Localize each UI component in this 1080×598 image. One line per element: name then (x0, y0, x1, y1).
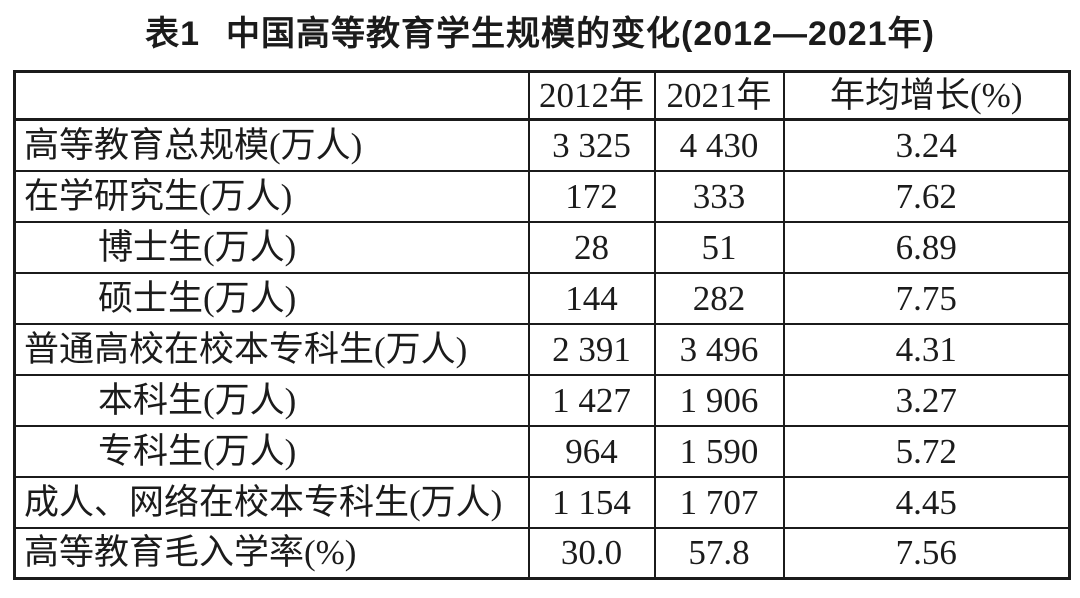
value-growth: 4.31 (782, 322, 1071, 376)
value-2012: 172 (527, 169, 656, 223)
table-caption: 表1 中国高等教育学生规模的变化(2012—2021年) (0, 6, 1080, 55)
header-empty-cell (13, 70, 530, 121)
value-2021: 4 430 (653, 118, 785, 172)
value-2012: 964 (527, 424, 656, 478)
row-label: 高等教育总规模(万人) (13, 118, 530, 172)
value-2021: 3 496 (653, 322, 785, 376)
table-row-doctoral: 博士生(万人) 28 51 6.89 (13, 220, 1071, 274)
row-label: 高等教育毛入学率(%) (13, 526, 530, 580)
table-row-adult-online: 成人、网络在校本专科生(万人) 1 154 1 707 4.45 (13, 475, 1071, 529)
table-row-undergraduates: 本科生(万人) 1 427 1 906 3.27 (13, 373, 1071, 427)
table-row-total-scale: 高等教育总规模(万人) 3 325 4 430 3.24 (13, 118, 1071, 172)
value-2021: 333 (653, 169, 785, 223)
value-growth: 6.89 (782, 220, 1071, 274)
value-2021: 1 590 (653, 424, 785, 478)
value-2021: 1 707 (653, 475, 785, 529)
table-caption-title: 中国高等教育学生规模的变化(2012—2021年) (226, 15, 935, 53)
value-2012: 2 391 (527, 322, 656, 376)
value-2021: 57.8 (653, 526, 785, 580)
table-row-gross-enrollment-rate: 高等教育毛入学率(%) 30.0 57.8 7.56 (13, 526, 1071, 580)
header-2021: 2021年 (653, 70, 785, 121)
value-growth: 7.75 (782, 271, 1071, 325)
value-growth: 4.45 (782, 475, 1071, 529)
value-growth: 7.62 (782, 169, 1071, 223)
value-growth: 3.24 (782, 118, 1071, 172)
row-label: 成人、网络在校本专科生(万人) (13, 475, 530, 529)
education-scale-table: 2012年 2021年 年均增长(%) 高等教育总规模(万人) 3 325 4 … (13, 70, 1071, 580)
value-2012: 3 325 (527, 118, 656, 172)
header-annual-growth: 年均增长(%) (782, 70, 1071, 121)
value-2021: 51 (653, 220, 785, 274)
value-2012: 28 (527, 220, 656, 274)
value-growth: 5.72 (782, 424, 1071, 478)
row-label: 专科生(万人) (13, 424, 530, 478)
value-2012: 144 (527, 271, 656, 325)
value-2012: 1 154 (527, 475, 656, 529)
row-label: 博士生(万人) (13, 220, 530, 274)
row-label: 普通高校在校本专科生(万人) (13, 322, 530, 376)
table-row-regular-undergrad-vocational: 普通高校在校本专科生(万人) 2 391 3 496 4.31 (13, 322, 1071, 376)
value-2012: 1 427 (527, 373, 656, 427)
table-row-masters: 硕士生(万人) 144 282 7.75 (13, 271, 1071, 325)
table-row-postgraduates: 在学研究生(万人) 172 333 7.62 (13, 169, 1071, 223)
value-2021: 282 (653, 271, 785, 325)
row-label: 硕士生(万人) (13, 271, 530, 325)
value-growth: 3.27 (782, 373, 1071, 427)
value-2012: 30.0 (527, 526, 656, 580)
row-label: 在学研究生(万人) (13, 169, 530, 223)
header-row: 2012年 2021年 年均增长(%) (13, 70, 1071, 121)
header-2012: 2012年 (527, 70, 656, 121)
table-caption-number: 表1 (145, 15, 200, 53)
value-2021: 1 906 (653, 373, 785, 427)
row-label: 本科生(万人) (13, 373, 530, 427)
table-row-vocational: 专科生(万人) 964 1 590 5.72 (13, 424, 1071, 478)
value-growth: 7.56 (782, 526, 1071, 580)
